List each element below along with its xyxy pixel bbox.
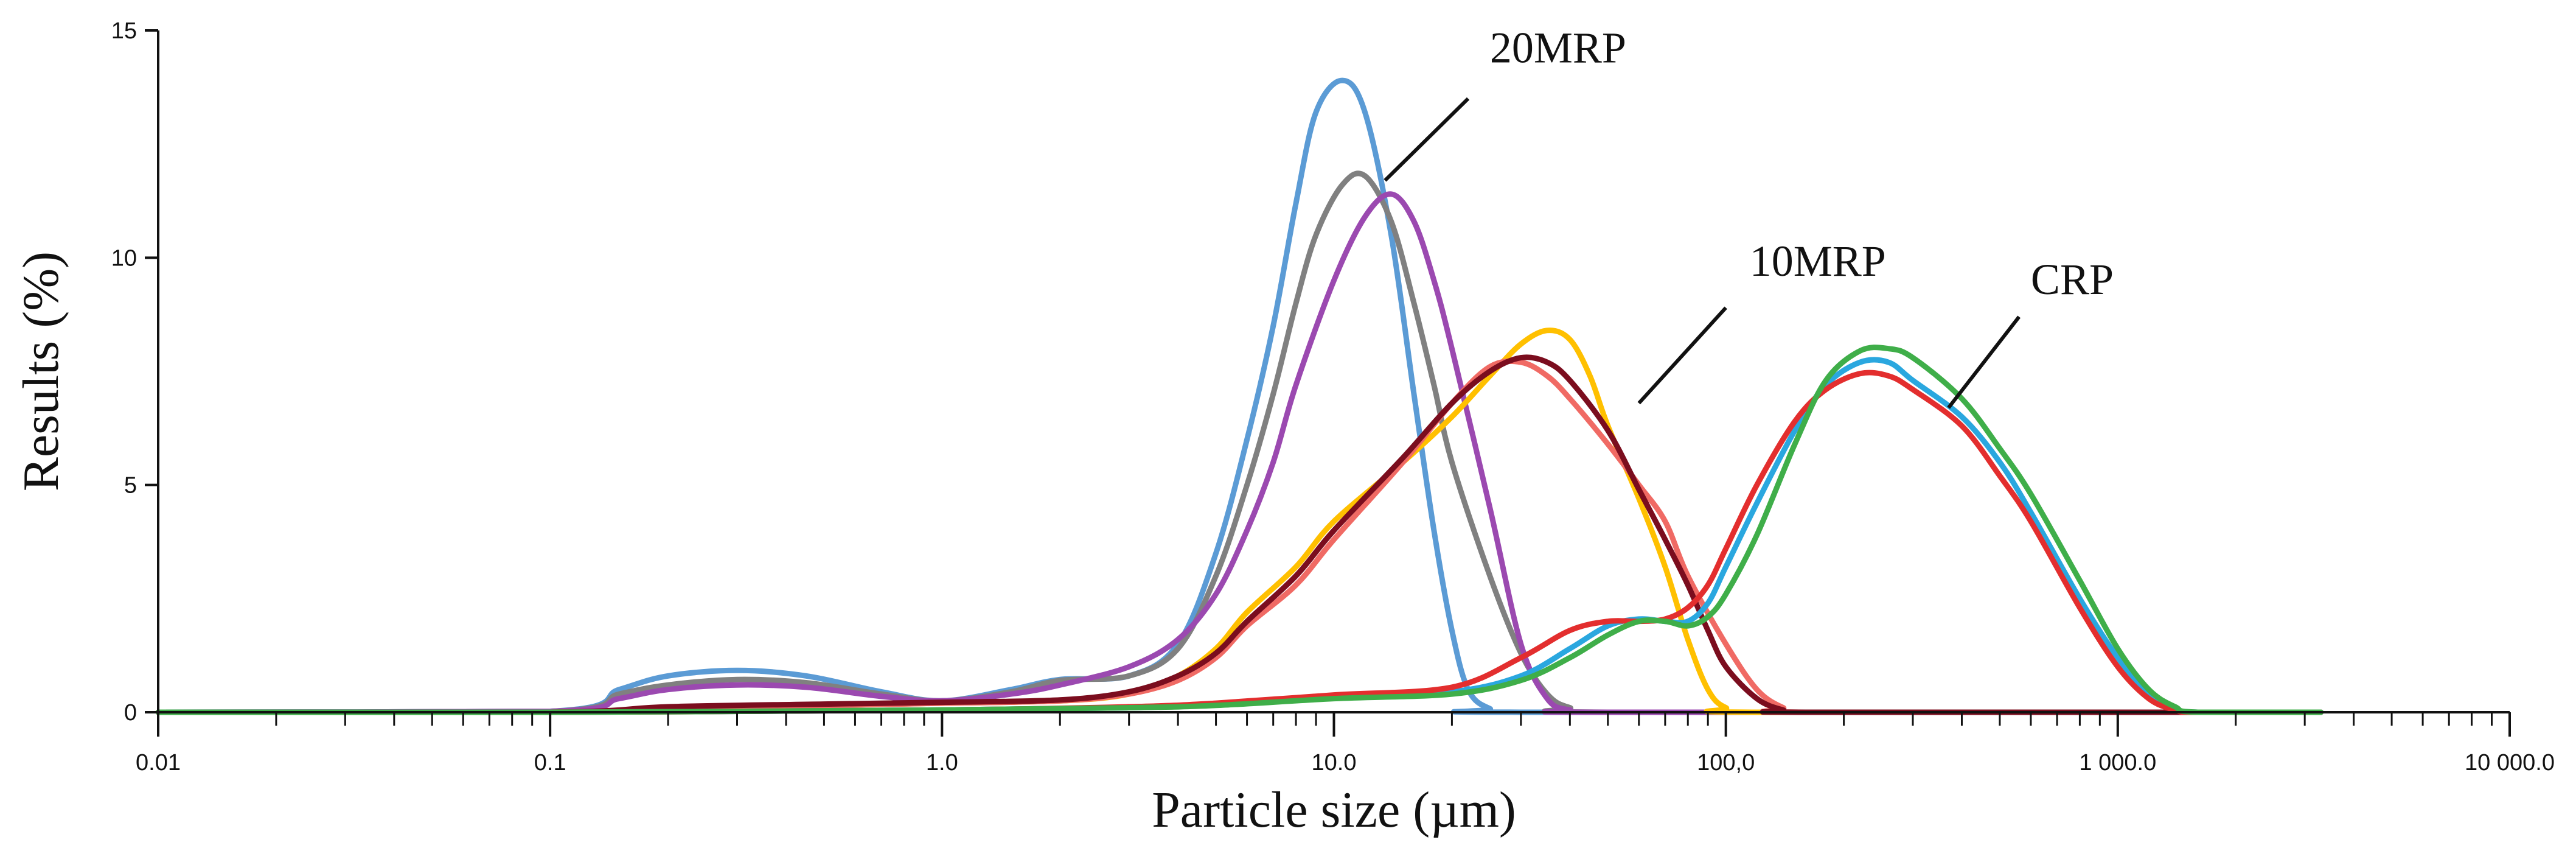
annotation-layer: 20MRP 10MRP CRP [1384, 23, 2114, 409]
x-tick-label: 0.1 [534, 750, 566, 776]
x-tick-label: 10.0 [1312, 750, 1357, 776]
x-tick-label: 100,0 [1697, 750, 1755, 776]
series-layer [155, 77, 2324, 715]
series-line-10mrp-3 [155, 354, 2308, 715]
series-line-20mrp-3 [155, 191, 2308, 715]
y-tick-label: 15 [111, 18, 137, 44]
annotation-label-10mrp: 10MRP [1750, 237, 1886, 286]
series-line-crp-3 [155, 345, 2324, 715]
y-axis-title: Results (%) [13, 251, 69, 491]
x-tick-label: 0.01 [136, 750, 181, 776]
series-line-10mrp-1 [155, 328, 2308, 715]
annotation-label-crp: CRP [2031, 255, 2114, 304]
x-tick-label: 1.0 [926, 750, 958, 776]
x-tick-label: 10 000.0 [2465, 750, 2555, 776]
annotation-label-20mrp: 20MRP [1490, 23, 1626, 72]
annotation-pointer-crp [1947, 315, 2021, 409]
x-tick-label: 1 000.0 [2079, 750, 2156, 776]
y-tick-label: 5 [124, 473, 137, 499]
series-line-20mrp-1 [155, 77, 2308, 715]
x-axis-title: Particle size (µm) [1152, 782, 1516, 838]
series-line-crp-1 [155, 357, 2324, 715]
axes-layer [157, 30, 2510, 713]
y-tick-label: 10 [111, 245, 137, 271]
annotation-pointer-20mrp [1384, 97, 1470, 182]
annotation-pointer-10mrp [1637, 306, 1727, 405]
tick-layer: 0.01 0.1 1.0 10.0 100,0 1 000.0 10 000.0 0 5 10 15 [111, 18, 2555, 776]
y-tick-label: 0 [124, 700, 137, 726]
